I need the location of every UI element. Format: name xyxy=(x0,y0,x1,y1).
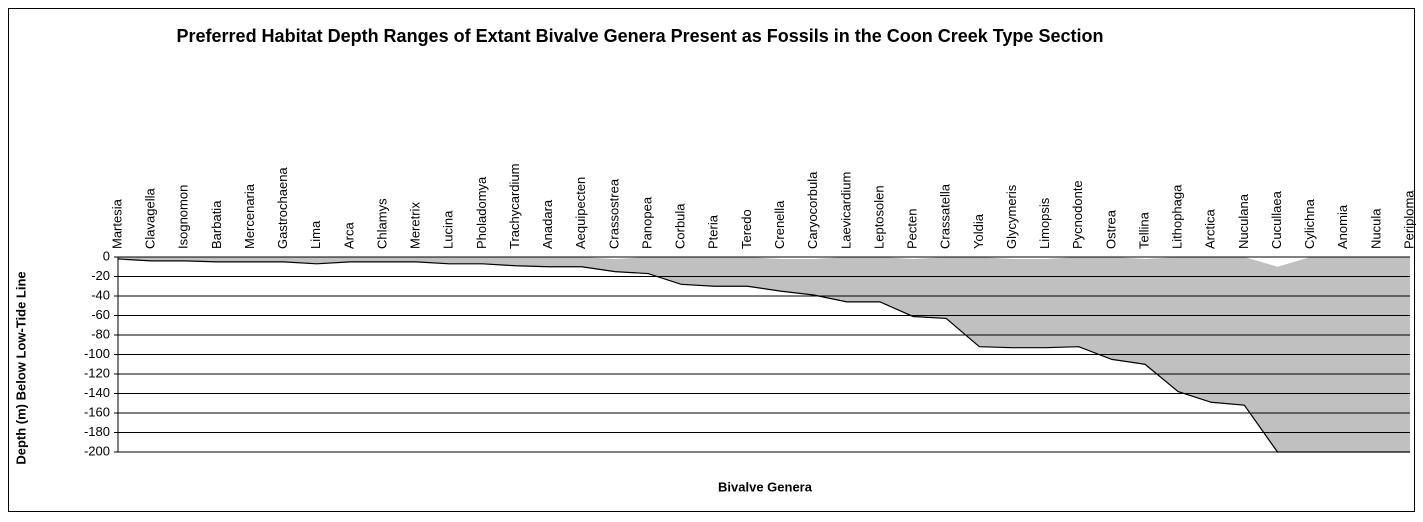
y-tick-label: -60 xyxy=(91,307,110,322)
x-tick-label: Clavagella xyxy=(143,188,158,249)
chart-title: Preferred Habitat Depth Ranges of Extant… xyxy=(176,26,1104,46)
shallow-limit-area xyxy=(118,257,1410,267)
x-tick-label: Cucullaea xyxy=(1269,190,1284,249)
x-tick-label: Lucina xyxy=(441,210,456,249)
x-tick-label: Pholadomya xyxy=(474,176,489,249)
x-tick-label: Chlamys xyxy=(374,198,389,249)
x-tick-label: Laevicardium xyxy=(838,172,853,249)
x-tick-label: Cylichna xyxy=(1302,198,1317,249)
x-tick-label: Nucula xyxy=(1368,208,1383,249)
x-tick-label: Limopsis xyxy=(1037,197,1052,249)
x-tick-label: Teredo xyxy=(739,209,754,249)
x-axis-label: Bivalve Genera xyxy=(718,479,813,494)
x-tick-label: Crassatella xyxy=(938,183,953,249)
y-tick-label: -140 xyxy=(84,385,110,400)
x-tick-label: Yoldia xyxy=(971,213,986,249)
x-tick-label: Anadara xyxy=(540,199,555,249)
x-tick-label: Crenella xyxy=(772,200,787,249)
x-tick-label: Trachycardium xyxy=(507,164,522,249)
x-tick-label: Mercenaria xyxy=(242,183,257,249)
x-tick-label: Nuculana xyxy=(1236,193,1251,249)
x-tick-label: Barbatia xyxy=(209,200,224,249)
x-tick-label: Gastrochaena xyxy=(275,167,290,249)
y-axis-label: Depth (m) Below Low-Tide Line xyxy=(13,271,28,464)
x-tick-label: Periploma xyxy=(1401,190,1416,249)
x-tick-label: Leptosolen xyxy=(871,185,886,249)
x-tick-label: Pteria xyxy=(706,214,721,249)
y-tick-label: -20 xyxy=(91,268,110,283)
x-tick-label: Ostrea xyxy=(1103,209,1118,249)
chart-frame xyxy=(8,8,1415,512)
y-tick-label: -180 xyxy=(84,424,110,439)
y-tick-label: -200 xyxy=(84,443,110,458)
x-tick-label: Arca xyxy=(341,222,356,250)
y-tick-label: -40 xyxy=(91,287,110,302)
x-tick-label: Tellina xyxy=(1136,211,1151,249)
max-depth-line xyxy=(117,258,1410,453)
x-tick-label: Corbula xyxy=(673,203,688,249)
y-tick-label: -160 xyxy=(84,404,110,419)
y-tick-label: 0 xyxy=(103,248,110,263)
x-tick-label: Lima xyxy=(308,220,323,249)
x-tick-label: Anomia xyxy=(1335,204,1350,249)
x-tick-label: Glycymeris xyxy=(1004,184,1019,249)
x-tick-label: Lithophaga xyxy=(1170,184,1185,249)
x-tick-label: Meretrix xyxy=(408,202,423,249)
x-tick-label: Isognomon xyxy=(176,185,191,249)
x-tick-label: Caryocorbula xyxy=(805,171,820,249)
x-tick-label: Aequipecten xyxy=(573,177,588,249)
depth-range-area xyxy=(118,257,1410,452)
x-tick-label: Arctica xyxy=(1203,209,1218,250)
y-tick-label: -120 xyxy=(84,365,110,380)
x-tick-label: Crassostrea xyxy=(606,178,621,249)
x-tick-label: Pecten xyxy=(905,209,920,249)
x-tick-label: Pycnodonte xyxy=(1070,180,1085,249)
x-tick-label: Panopea xyxy=(639,196,654,249)
x-tick-label: Martesia xyxy=(109,198,124,249)
y-tick-label: -80 xyxy=(91,326,110,341)
y-tick-label: -100 xyxy=(84,346,110,361)
